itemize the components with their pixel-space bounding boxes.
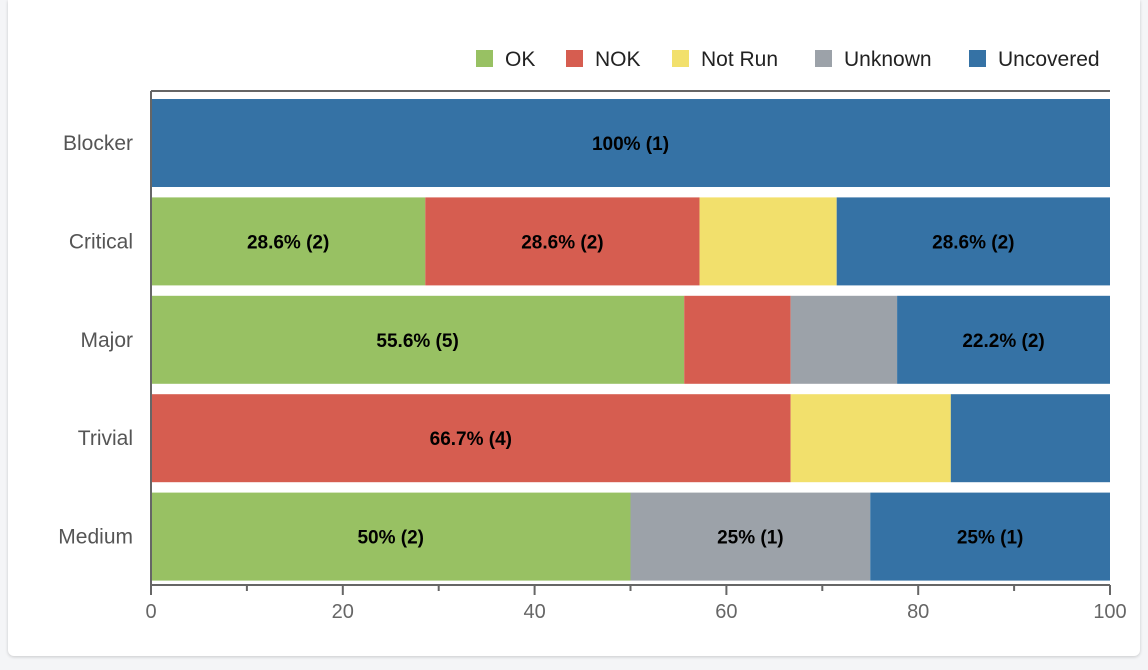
bar-segment-1-2: [699, 197, 837, 286]
bar-segment-0-4: [151, 99, 1110, 187]
legend-swatch-0: [476, 50, 493, 67]
x-tick-label-2: 40: [523, 601, 545, 623]
data-label-1-4: 28.6% (2): [932, 232, 1014, 253]
category-label-1: Critical: [69, 230, 133, 253]
data-label-4-4: 25% (1): [957, 528, 1024, 549]
category-label-4: Medium: [58, 526, 133, 549]
bar-segment-3-1: [151, 394, 791, 483]
bar-segment-2-1: [684, 295, 791, 384]
bar-segment-1-0: [151, 197, 426, 286]
data-label-1-0: 28.6% (2): [247, 232, 329, 253]
category-label-3: Trivial: [78, 427, 133, 450]
data-label-2-4: 22.2% (2): [962, 331, 1044, 352]
bar-segment-3-2: [790, 394, 951, 483]
legend-label-2: Not Run: [701, 48, 778, 71]
bar-segment-4-3: [630, 492, 871, 581]
data-label-0-4: 100% (1): [592, 134, 669, 155]
bar-segment-2-3: [790, 295, 898, 384]
x-tick-label-5: 100: [1093, 601, 1126, 623]
legend-swatch-3: [815, 50, 832, 67]
bar-segment-1-1: [425, 197, 700, 286]
bar-segment-2-4: [897, 295, 1110, 384]
legend-swatch-2: [672, 50, 689, 67]
legend-label-3: Unknown: [844, 48, 932, 71]
bar-segment-3-4: [950, 394, 1110, 483]
legend-label-1: NOK: [595, 48, 641, 71]
data-label-4-3: 25% (1): [717, 528, 784, 549]
legend-label-4: Uncovered: [998, 48, 1100, 71]
legend-swatch-4: [969, 50, 986, 67]
x-tick-label-0: 0: [145, 601, 156, 623]
bar-segment-4-4: [870, 492, 1110, 581]
data-label-3-1: 66.7% (4): [430, 429, 512, 450]
category-label-2: Major: [80, 329, 133, 352]
data-label-2-0: 55.6% (5): [376, 331, 458, 352]
bar-segment-4-0: [151, 492, 631, 581]
x-tick-label-4: 80: [907, 601, 929, 623]
bar-segment-2-0: [151, 295, 685, 384]
data-label-4-0: 50% (2): [357, 528, 424, 549]
data-label-1-1: 28.6% (2): [521, 232, 603, 253]
legend-swatch-1: [566, 50, 583, 67]
category-label-0: Blocker: [63, 132, 133, 155]
bar-segment-1-4: [836, 197, 1110, 286]
x-tick-label-3: 60: [715, 601, 737, 623]
legend-label-0: OK: [505, 48, 535, 71]
x-tick-label-1: 20: [332, 601, 354, 623]
